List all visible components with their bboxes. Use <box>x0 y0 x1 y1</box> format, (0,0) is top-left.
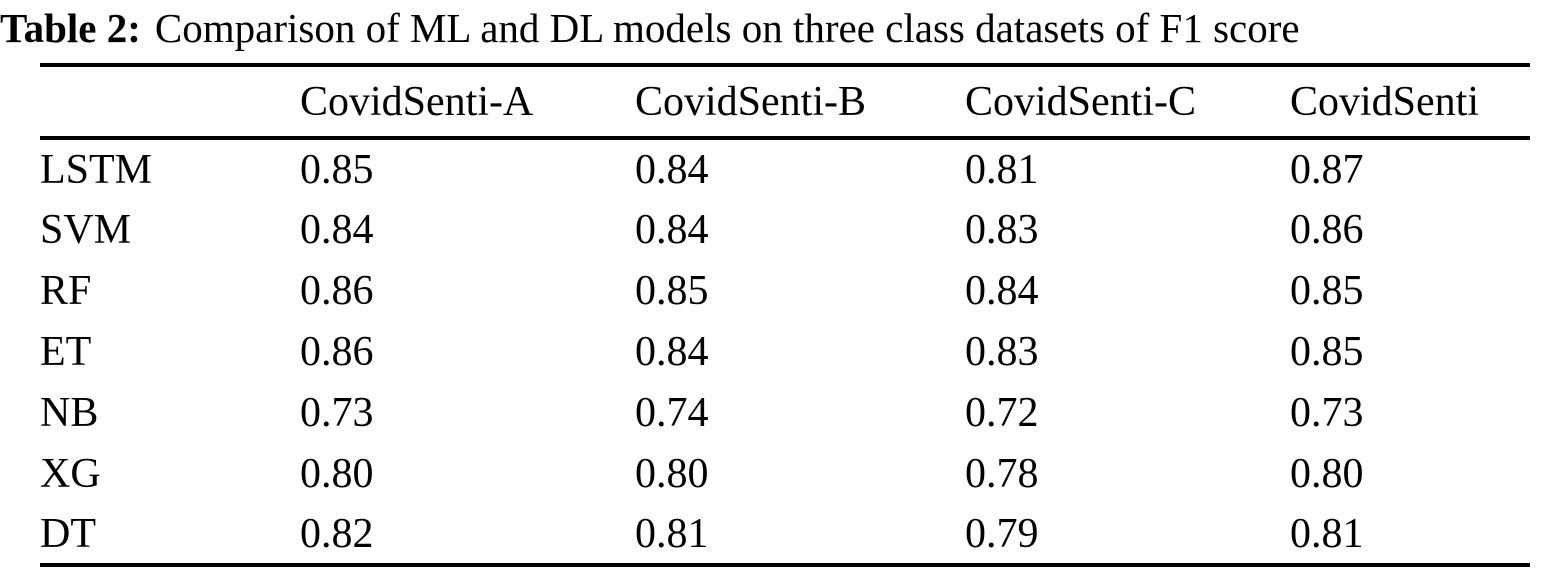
model-cell: XG <box>40 450 101 497</box>
table-row: NB 0.73 0.74 0.72 0.73 <box>40 382 1530 443</box>
model-cell: SVM <box>40 206 132 253</box>
value-cell: 0.84 <box>635 328 709 375</box>
value-cell: 0.84 <box>635 206 709 253</box>
value-cell: 0.87 <box>1290 146 1364 193</box>
model-cell: NB <box>40 389 99 436</box>
value-cell: 0.84 <box>635 146 709 193</box>
column-header: CovidSenti <box>1290 78 1480 125</box>
table-row: LSTM 0.85 0.84 0.81 0.87 <box>40 138 1530 199</box>
value-cell: 0.80 <box>300 450 374 497</box>
value-cell: 0.84 <box>965 267 1039 314</box>
value-cell: 0.81 <box>1290 510 1364 557</box>
value-cell: 0.85 <box>1290 328 1364 375</box>
table-row: SVM 0.84 0.84 0.83 0.86 <box>40 199 1530 260</box>
value-cell: 0.80 <box>635 450 709 497</box>
value-cell: 0.86 <box>300 328 374 375</box>
value-cell: 0.85 <box>635 267 709 314</box>
value-cell: 0.80 <box>1290 450 1364 497</box>
table-caption-label: Table 2: <box>0 5 141 51</box>
value-cell: 0.73 <box>300 389 374 436</box>
table-caption-text: Comparison of ML and DL models on three … <box>154 5 1300 51</box>
table-row: ET 0.86 0.84 0.83 0.85 <box>40 321 1530 382</box>
column-header: CovidSenti-B <box>635 78 867 125</box>
value-cell: 0.83 <box>965 206 1039 253</box>
header-row: CovidSenti-A CovidSenti-B CovidSenti-C C… <box>40 65 1530 138</box>
model-cell: DT <box>40 510 96 557</box>
value-cell: 0.84 <box>300 206 374 253</box>
model-cell: ET <box>40 328 92 375</box>
column-header: CovidSenti-C <box>965 78 1197 125</box>
value-cell: 0.85 <box>300 146 374 193</box>
table-body: LSTM 0.85 0.84 0.81 0.87 SVM 0.84 0.84 0… <box>40 138 1530 565</box>
value-cell: 0.83 <box>965 328 1039 375</box>
value-cell: 0.86 <box>1290 206 1364 253</box>
value-cell: 0.78 <box>965 450 1039 497</box>
value-cell: 0.81 <box>965 146 1039 193</box>
value-cell: 0.79 <box>965 510 1039 557</box>
value-cell: 0.73 <box>1290 389 1364 436</box>
table-row: XG 0.80 0.80 0.78 0.80 <box>40 443 1530 504</box>
model-cell: LSTM <box>40 146 153 193</box>
table-header: CovidSenti-A CovidSenti-B CovidSenti-C C… <box>40 65 1530 138</box>
value-cell: 0.86 <box>300 267 374 314</box>
value-cell: 0.82 <box>300 510 374 557</box>
value-cell: 0.74 <box>635 389 709 436</box>
value-cell: 0.81 <box>635 510 709 557</box>
model-cell: RF <box>40 267 92 314</box>
table-row: DT 0.82 0.81 0.79 0.81 <box>40 504 1530 565</box>
results-table: CovidSenti-A CovidSenti-B CovidSenti-C C… <box>40 63 1530 567</box>
value-cell: 0.85 <box>1290 267 1364 314</box>
corner-cell <box>40 65 300 138</box>
value-cell: 0.72 <box>965 389 1039 436</box>
table-caption: Table 2: Comparison of ML and DL models o… <box>0 2 1550 54</box>
column-header: CovidSenti-A <box>300 78 534 125</box>
table-row: RF 0.86 0.85 0.84 0.85 <box>40 260 1530 321</box>
